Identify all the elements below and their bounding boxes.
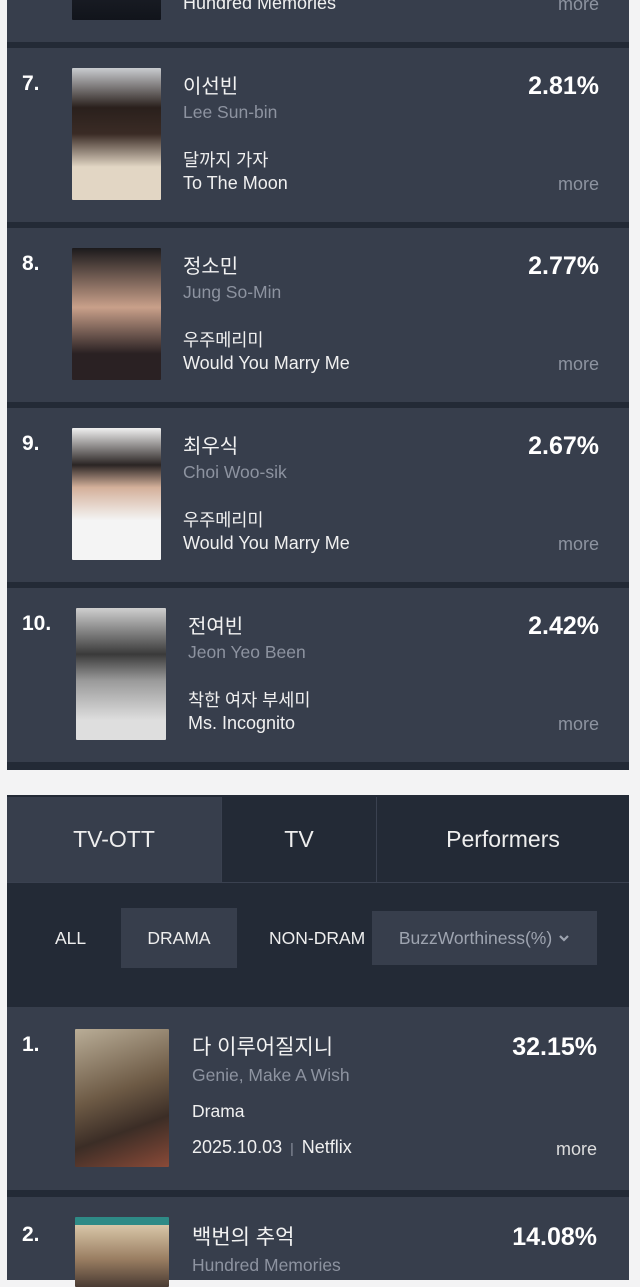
show-release: 2025.10.03 | Netflix	[192, 1137, 352, 1158]
performer-photo[interactable]	[72, 428, 161, 560]
show-genre: Drama	[192, 1101, 245, 1121]
performer-name-kr[interactable]: 정소민	[183, 256, 239, 278]
buzz-percent: 2.77%	[528, 252, 599, 280]
performer-photo[interactable]	[76, 608, 166, 740]
rank: 9.	[22, 432, 40, 455]
buzz-percent: 2.42%	[528, 612, 599, 640]
rank: 7.	[22, 72, 40, 95]
performer-name-kr[interactable]: 전여빈	[188, 616, 244, 638]
performer-photo[interactable]	[72, 68, 161, 200]
ranking-panel: TV-OTT TV Performers ALL DRAMA NON-DRAM …	[7, 795, 629, 1287]
drama-title-en: Hundred Memories	[183, 0, 337, 13]
rank: 10.	[22, 612, 52, 635]
drama-title-kr: 달까지 가자	[183, 150, 269, 170]
performer-name-kr[interactable]: 최우식	[183, 436, 239, 458]
show-item[interactable]: 2. 백번의 추억 Hundred Memories 14.08%	[7, 1197, 629, 1287]
performer-item[interactable]: 8. 정소민 Jung So-Min 우주메리미 Would You Marry Me 2…	[7, 228, 629, 402]
rank: 8.	[22, 252, 40, 275]
rank: 2.	[22, 1223, 40, 1246]
performer-name-en: Jeon Yeo Been	[188, 642, 306, 662]
more-link[interactable]: more	[557, 0, 599, 14]
drama-title-kr: 착한 여자 부세미	[188, 690, 311, 710]
tab-tv[interactable]: TV	[221, 797, 376, 882]
rank: 1.	[22, 1033, 40, 1056]
performer-name-en: Choi Woo-sik	[183, 462, 287, 482]
performer-name-en: Jung So-Min	[183, 282, 282, 302]
tab-tv-ott[interactable]: TV-OTT	[7, 797, 221, 882]
drama-title-kr: 우주메리미	[183, 510, 264, 530]
sort-label: BuzzWorthiness(%)	[398, 927, 553, 948]
buzz-percent: 2.81%	[528, 72, 599, 100]
release-date: 2025.10.03	[192, 1137, 283, 1157]
chevron-down-icon	[559, 935, 569, 942]
show-title-kr[interactable]: 다 이루어질지니	[192, 1036, 334, 1059]
more-link[interactable]: more	[555, 1139, 597, 1159]
drama-title-en: Would You Marry Me	[183, 533, 350, 553]
tab-performers[interactable]: Performers	[376, 797, 629, 882]
performer-item[interactable]: 10. 전여빈 Jeon Yeo Been 착한 여자 부세미 Ms. Incognit…	[7, 588, 629, 762]
buzz-percent: 32.15%	[512, 1033, 597, 1061]
category-tabs: TV-OTT TV Performers	[7, 797, 629, 883]
drama-title-en: Ms. Incognito	[188, 713, 296, 733]
more-link[interactable]: more	[557, 174, 599, 194]
performer-name-kr[interactable]: 이선빈	[183, 76, 239, 98]
show-poster[interactable]	[75, 1029, 169, 1167]
performer-item[interactable]: 7. 이선빈 Lee Sun-bin 달까지 가자 To The Moon 2.81% mo…	[7, 48, 629, 222]
show-poster[interactable]	[75, 1217, 169, 1287]
buzz-percent: 14.08%	[512, 1223, 597, 1251]
performers-ranking-list: Hundred Memories more 7. 이선빈 Lee Sun-bin 달까지 …	[7, 0, 629, 770]
genre-filters: ALL DRAMA NON-DRAM BuzzWorthiness(%)	[7, 883, 629, 1005]
show-item[interactable]: 1. 다 이루어질지니 Genie, Make A Wish Drama 202…	[7, 1007, 629, 1190]
buzz-percent: 2.67%	[528, 432, 599, 460]
drama-title-en: Would You Marry Me	[183, 353, 350, 373]
platform: Netflix	[301, 1137, 352, 1157]
performer-name-en: Lee Sun-bin	[183, 102, 278, 122]
more-link[interactable]: more	[557, 534, 599, 554]
filter-drama[interactable]: DRAMA	[121, 908, 237, 968]
show-title-en: Hundred Memories	[192, 1255, 341, 1275]
drama-title-en: To The Moon	[183, 173, 288, 193]
filter-all[interactable]: ALL	[55, 927, 87, 948]
performer-item[interactable]: Hundred Memories more	[7, 0, 629, 42]
performer-photo[interactable]	[72, 248, 161, 380]
performer-photo[interactable]	[72, 0, 161, 20]
sort-dropdown[interactable]: BuzzWorthiness(%)	[372, 911, 597, 965]
divider: |	[290, 1140, 294, 1156]
filter-non-drama[interactable]: NON-DRAM	[269, 927, 366, 948]
show-title-kr[interactable]: 백번의 추억	[192, 1226, 295, 1249]
more-link[interactable]: more	[557, 714, 599, 734]
performer-item[interactable]: 9. 최우식 Choi Woo-sik 우주메리미 Would You Marry Me…	[7, 408, 629, 582]
show-title-en: Genie, Make A Wish	[192, 1065, 350, 1085]
more-link[interactable]: more	[557, 354, 599, 374]
drama-title-kr: 우주메리미	[183, 330, 264, 350]
